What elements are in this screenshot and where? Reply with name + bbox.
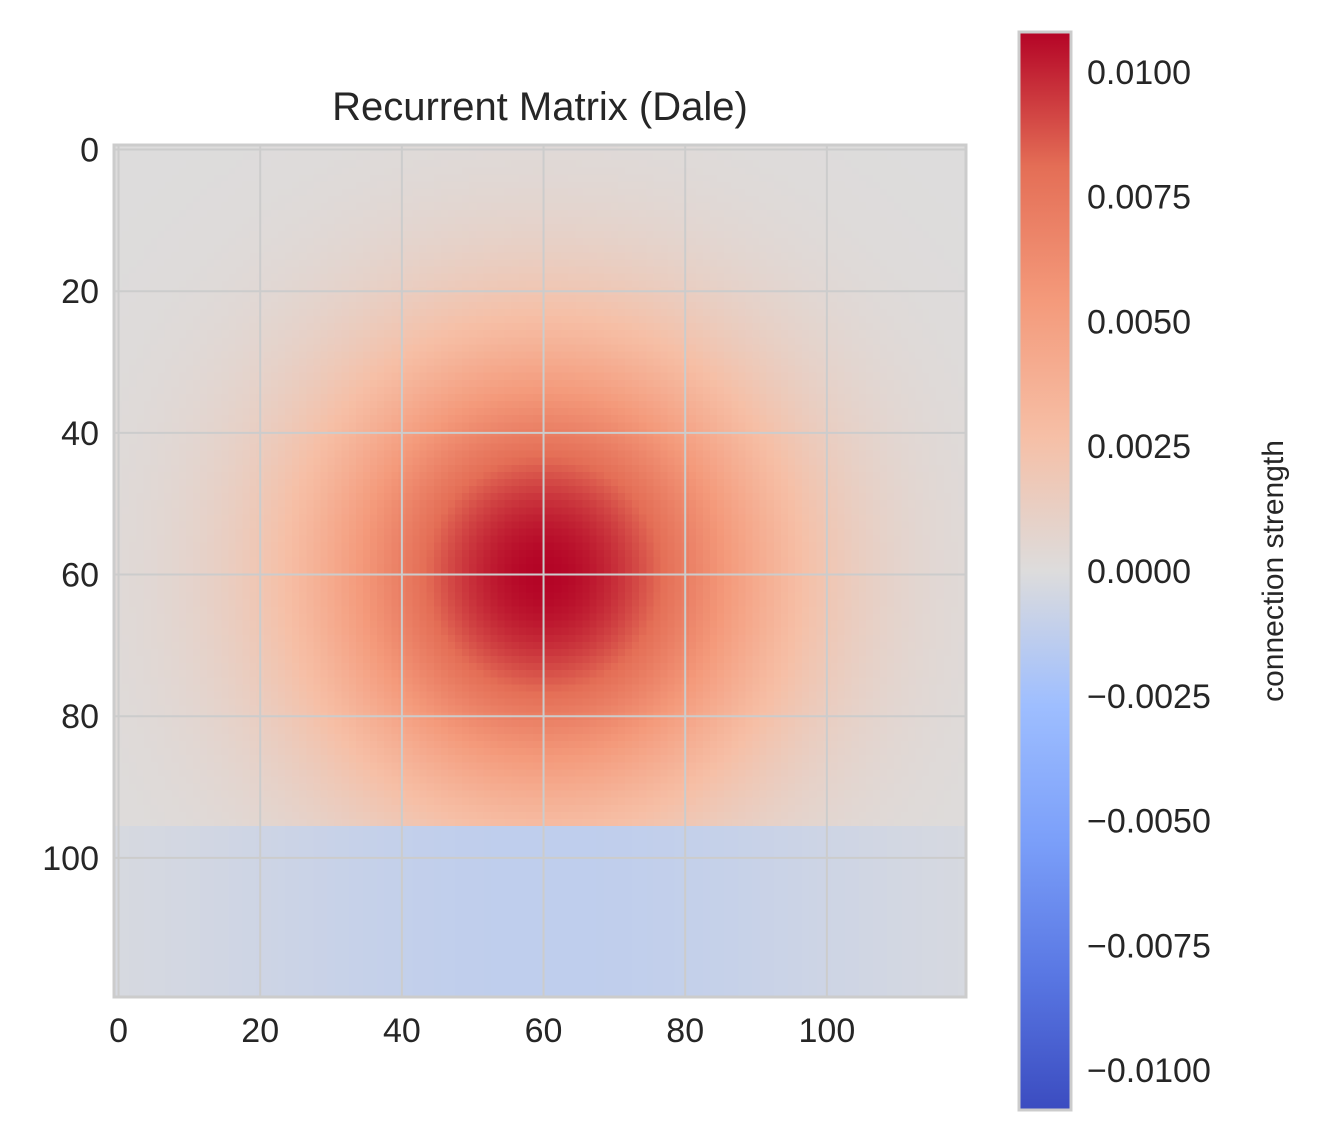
y-tick-label: 60 (61, 557, 99, 595)
y-tick-label: 0 (80, 132, 99, 170)
colorbar-tick-label: −0.0050 (1087, 803, 1211, 841)
x-tick-label: 80 (666, 1012, 704, 1050)
colorbar-tick-label: 0.0100 (1087, 54, 1191, 92)
colorbar-label: connection strength (1257, 440, 1290, 702)
grid-lines (115, 146, 965, 996)
x-tick-label: 0 (109, 1012, 128, 1050)
colorbar-tick-label: −0.0100 (1087, 1052, 1211, 1090)
plot-frame (112, 143, 968, 999)
colorbar-tick-label: 0.0025 (1087, 428, 1191, 466)
colorbar-tick-label: 0.0000 (1087, 553, 1191, 591)
x-tick-label: 40 (383, 1012, 421, 1050)
chart-title: Recurrent Matrix (Dale) (332, 85, 748, 129)
colorbar-tick-label: −0.0025 (1087, 678, 1211, 716)
x-axis: 0 20 40 60 80 100 (109, 1012, 855, 1050)
heatmap-image (115, 146, 965, 996)
x-tick-label: 100 (799, 1012, 856, 1050)
y-tick-label: 80 (61, 698, 99, 736)
y-axis: 0 20 40 60 80 100 (42, 132, 99, 878)
colorbar-gradient (1017, 30, 1073, 1112)
y-tick-label: 100 (42, 840, 99, 878)
y-tick-label: 40 (61, 415, 99, 453)
x-tick-label: 20 (241, 1012, 279, 1050)
y-tick-label: 20 (61, 273, 99, 311)
colorbar-tick-label: 0.0075 (1087, 179, 1191, 217)
colorbar: 0.0100 0.0075 0.0050 0.0025 0.0000 −0.0025 −0.… (1017, 30, 1290, 1112)
heatmap-plot-area (112, 143, 968, 999)
colorbar-tick-label: 0.0050 (1087, 303, 1191, 341)
x-tick-label: 60 (525, 1012, 563, 1050)
colorbar-ticks: 0.0100 0.0075 0.0050 0.0025 0.0000 −0.0025 −0.… (1087, 54, 1211, 1090)
colorbar-tick-label: −0.0075 (1087, 927, 1211, 965)
